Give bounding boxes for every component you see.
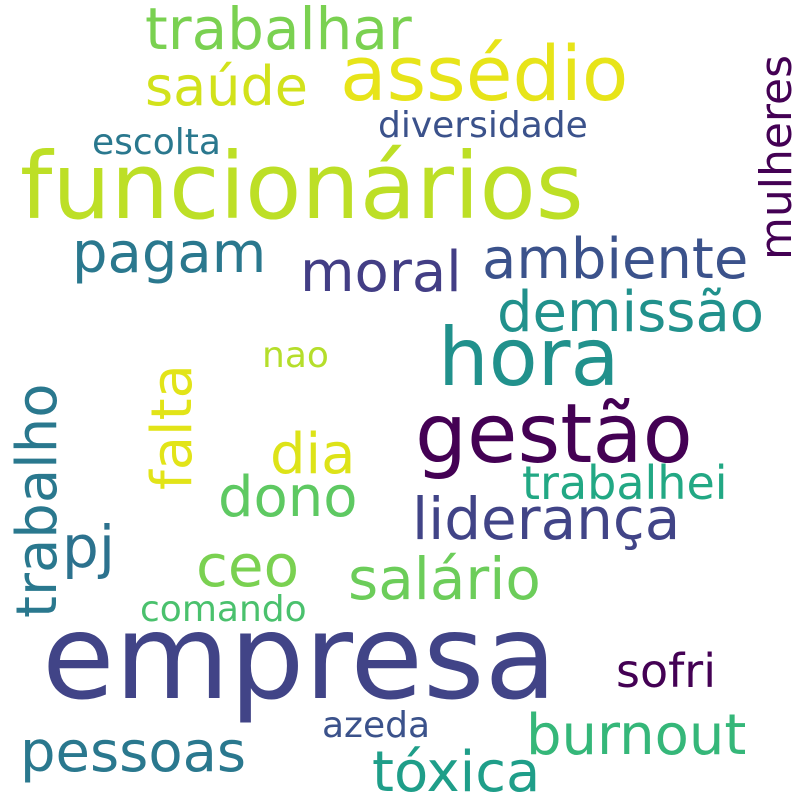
word-pj: pj (62, 513, 115, 581)
word-mulheres: mulheres (751, 54, 800, 260)
word-trabalho: trabalho (5, 383, 70, 618)
word-dono: dono (218, 465, 358, 530)
word-burnout: burnout (526, 703, 747, 768)
word-escolta: escolta (92, 122, 221, 163)
word-diversidade: diversidade (378, 105, 588, 146)
word-saude: saúde (145, 55, 308, 118)
word-ceo: ceo (196, 532, 300, 600)
word-trabalhar: trabalhar (145, 0, 412, 63)
word-pessoas: pessoas (20, 720, 247, 785)
word-gestao: gestão (415, 387, 693, 482)
word-ambiente: ambiente (482, 227, 749, 292)
word-trabalhei: trabalhei (522, 456, 728, 510)
word-toxica: tóxica (372, 740, 541, 800)
word-azeda: azeda (322, 705, 431, 746)
word-lideranca: liderança (412, 485, 681, 553)
word-salario: salário (348, 545, 541, 613)
word-dia: dia (270, 422, 356, 487)
word-funcionarios: funcionários (20, 133, 584, 240)
word-comando: comando (140, 589, 307, 630)
word-assedio: assédio (340, 29, 629, 118)
word-falta: falta (140, 364, 205, 490)
word-hora: hora (438, 311, 620, 404)
word-nao: nao (262, 335, 329, 376)
word-moral: moral (300, 240, 462, 305)
word-sofri: sofri (616, 644, 716, 698)
word-demissao: demissão (497, 280, 765, 345)
word-pagam: pagam (72, 221, 267, 286)
word-empresa: empresa (42, 588, 557, 726)
